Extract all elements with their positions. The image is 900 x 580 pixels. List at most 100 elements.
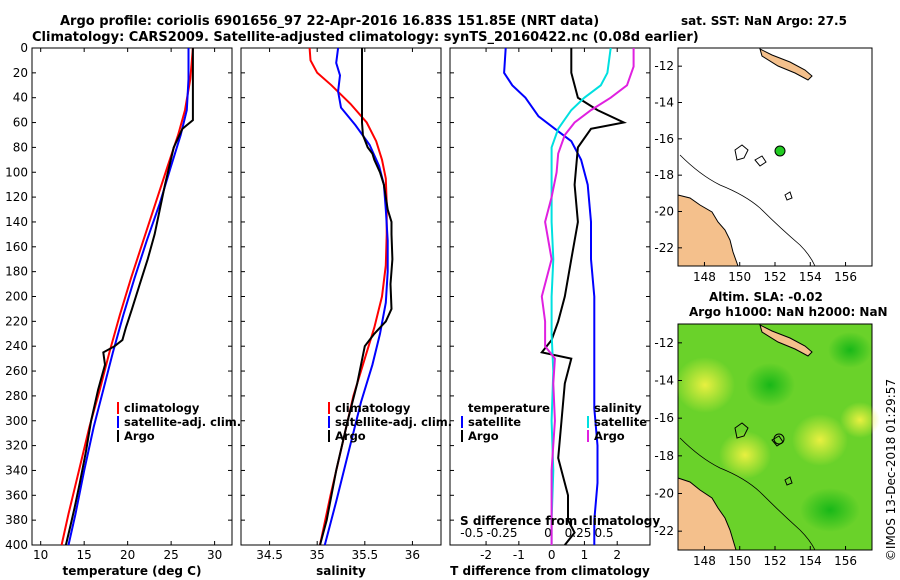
y-tick-label: 400 <box>5 538 28 552</box>
lat-tick-label: -12 <box>654 59 674 73</box>
lat-tick-label: -12 <box>654 336 674 350</box>
sla-low-anomaly <box>800 488 860 532</box>
legend-label-t-satellite: satellite <box>468 415 521 429</box>
x-tick-label: 0 <box>548 548 556 562</box>
series-line-argo <box>64 48 194 546</box>
y-tick-label: 20 <box>13 66 28 80</box>
series-line-t-argo <box>540 48 628 546</box>
sla-map: 148 150 152 154 156 -12 -14 -16 -18 -20 -22 <box>654 323 880 568</box>
y-tick-label: 40 <box>13 91 28 105</box>
y-tick-label: 300 <box>5 414 28 428</box>
x-axis-label: salinity <box>316 564 366 578</box>
lat-tick-label: -14 <box>654 96 674 110</box>
lon-tick-label: 152 <box>764 554 787 568</box>
temperature-panel: 0 20 40 60 80 100 120 140 160 180 200 220 240 260 280 3… <box>5 41 233 578</box>
legend-label-climatology: climatology <box>124 401 200 415</box>
y-tick-label: 80 <box>13 140 28 154</box>
y-tick-label: 60 <box>13 116 28 130</box>
difference-panel: -2 -1 0 1 2 -0.5 -0.25 0 0.25 0.5 T difference fro… <box>449 47 651 578</box>
x-tick-label: -1 <box>513 548 525 562</box>
legend-label-s-satellite: satellite <box>594 415 647 429</box>
x-tick-label: 25 <box>163 548 178 562</box>
sla-high-anomaly <box>840 402 880 438</box>
argo-location-marker <box>774 145 786 157</box>
s-diff-tick-label: -0.5 <box>460 526 483 540</box>
y-tick-label: 380 <box>5 513 28 527</box>
x-tick-label: 35.5 <box>351 548 378 562</box>
temperature-legend: climatology satellite-adj. clim. Argo <box>117 401 241 443</box>
lon-tick-label: 148 <box>693 554 716 568</box>
lat-tick-label: -18 <box>654 168 674 182</box>
difference-legend: temperature satellite Argo salinity sate… <box>461 401 647 443</box>
sla-low-anomaly <box>828 332 872 368</box>
series-line-satellite-adj-clim- <box>323 47 389 546</box>
series-line-satellite-adj-clim- <box>67 48 190 546</box>
y-tick-label: 360 <box>5 488 28 502</box>
salinity-legend: climatology satellite-adj. clim. Argo <box>328 401 452 443</box>
x-tick-label: -2 <box>480 548 492 562</box>
legend-label-satellite: satellite-adj. clim. <box>335 415 452 429</box>
plot-frame <box>449 47 651 546</box>
lat-tick-label: -22 <box>654 524 674 538</box>
sst-map-title: sat. SST: NaN Argo: 27.5 <box>681 14 847 28</box>
sst-map-island-png <box>759 48 813 81</box>
sst-map-shelf-edge <box>679 154 816 267</box>
lon-tick-label: 150 <box>728 270 751 284</box>
x-tick-label: 34.5 <box>256 548 283 562</box>
figure-title-line1: Argo profile: coriolis 6901656_97 22-Apr… <box>60 14 599 29</box>
legend-label-argo: Argo <box>124 429 155 443</box>
s-diff-tick-label: 0 <box>544 526 552 540</box>
sla-high-anomaly <box>792 414 848 466</box>
series-line-s-satellite <box>550 47 612 545</box>
legend-label-t-argo: Argo <box>468 429 499 443</box>
sla-map-island-png <box>759 324 813 357</box>
lat-tick-label: -14 <box>654 374 674 388</box>
x-tick-label: 15 <box>77 548 92 562</box>
legend-label-climatology: climatology <box>335 401 411 415</box>
sst-map-reefs <box>734 144 793 201</box>
argo-location-marker <box>773 433 785 445</box>
plot-frame <box>240 47 442 546</box>
x-tick-label: 1 <box>581 548 589 562</box>
legend-title-temperature: temperature <box>468 401 550 415</box>
lat-tick-label: -20 <box>654 487 674 501</box>
sla-high-anomaly <box>675 357 735 413</box>
series-line-t-satellite <box>503 47 599 545</box>
lat-tick-label: -18 <box>654 449 674 463</box>
salinity-panel: 34.5 35 35.5 36 salinity <box>240 47 442 578</box>
sla-low-anomaly <box>745 363 795 407</box>
y-tick-label: 200 <box>5 290 28 304</box>
y-tick-label: 220 <box>5 314 28 328</box>
series-line-argo <box>319 48 394 546</box>
lat-tick-label: -16 <box>654 132 674 146</box>
y-tick-label: 260 <box>5 364 28 378</box>
x-tick-label: 36 <box>405 548 420 562</box>
y-tick-label: 160 <box>5 240 28 254</box>
lon-tick-label: 154 <box>799 554 822 568</box>
s-difference-label: S difference from climatology <box>460 514 660 528</box>
y-tick-label: 100 <box>5 165 28 179</box>
series-line-s-argo <box>540 48 635 545</box>
x-axis-label: temperature (deg C) <box>63 564 202 578</box>
x-axis-label: T difference from climatology <box>450 564 650 578</box>
s-diff-tick-label: 0.5 <box>594 526 613 540</box>
lon-tick-label: 148 <box>693 270 716 284</box>
x-tick-label: 35 <box>310 548 325 562</box>
lon-tick-label: 156 <box>834 554 857 568</box>
x-tick-label: 20 <box>120 548 135 562</box>
y-tick-label: 240 <box>5 339 28 353</box>
credit-text: ©IMOS 13-Dec-2018 01:29:57 <box>884 379 898 561</box>
sla-map-coastline <box>677 477 737 551</box>
y-tick-label: 140 <box>5 215 28 229</box>
y-tick-label: 340 <box>5 463 28 477</box>
lat-tick-label: -22 <box>654 241 674 255</box>
y-tick-label: 180 <box>5 265 28 279</box>
x-tick-label: 10 <box>33 548 48 562</box>
figure-title-line2: Climatology: CARS2009. Satellite-adjuste… <box>32 30 699 45</box>
s-diff-tick-label: -0.25 <box>486 526 517 540</box>
lon-tick-label: 154 <box>799 270 822 284</box>
sla-map-title: Altim. SLA: -0.02 <box>709 290 823 304</box>
y-tick-label: 320 <box>5 439 28 453</box>
sla-high-anomaly <box>719 431 771 479</box>
